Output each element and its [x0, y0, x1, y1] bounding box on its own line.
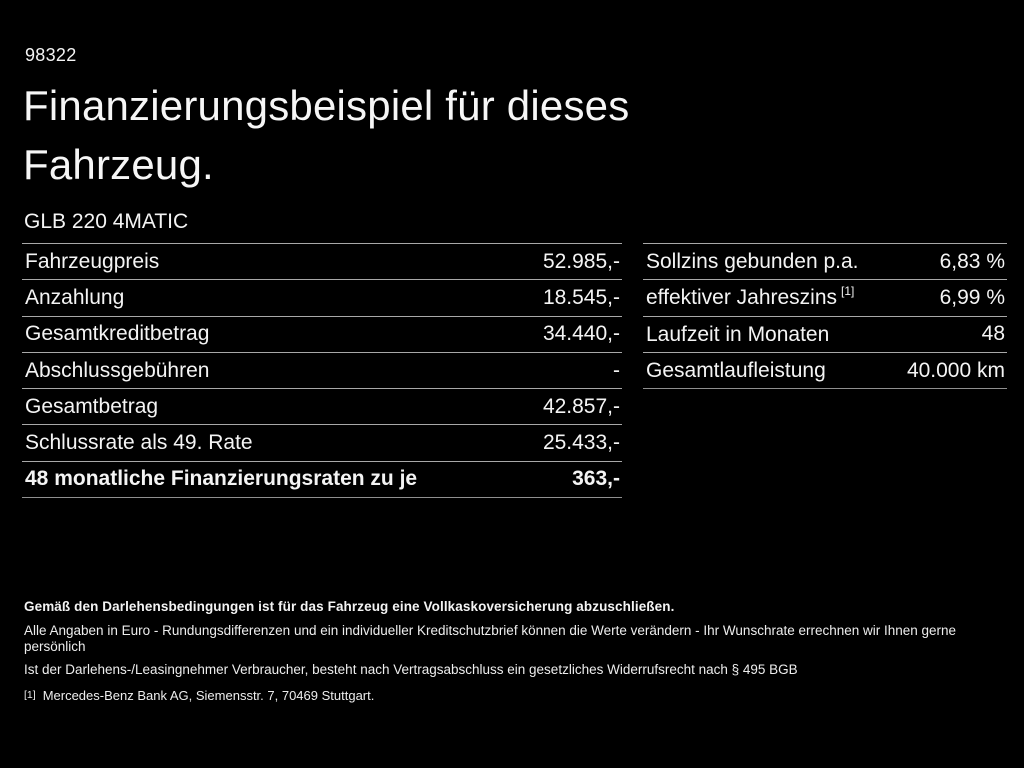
row-label-text: effektiver Jahreszins: [646, 286, 838, 310]
disclaimer-line-1: Alle Angaben in Euro - Rundungsdifferenz…: [24, 623, 957, 654]
row-label: effektiver Jahreszins [1]: [643, 284, 855, 310]
row-value: 18.545,-: [542, 285, 620, 309]
row-label-text: Sollzins gebunden p.a.: [646, 250, 859, 274]
legal-footer: Gemäß den Darlehensbedingungen ist für d…: [24, 599, 1008, 703]
row-label: Gesamtbetrag: [25, 394, 159, 418]
row-label: Gesamtlaufleistung: [643, 358, 830, 383]
vehicle-model: GLB 220 4MATIC: [24, 210, 189, 233]
condition-row-jahreszins: effektiver Jahreszins [1] 6,99 %: [643, 279, 1007, 315]
page-title: Finanzierungsbeispiel für dieses Fahrzeu…: [23, 76, 629, 194]
row-label: Gesamtkreditbetrag: [25, 322, 210, 346]
row-value: 6,99 %: [939, 285, 1005, 309]
page-title-line2: Fahrzeug.: [23, 141, 214, 188]
condition-row-laufleistung: Gesamtlaufleistung 40.000 km: [643, 351, 1007, 388]
row-label: Fahrzeugpreis: [25, 249, 160, 273]
condition-row-sollzins: Sollzins gebunden p.a. 6,83 %: [643, 243, 1007, 279]
financing-table: Fahrzeugpreis 52.985,- Anzahlung 18.545,…: [22, 243, 622, 499]
condition-row-laufzeit: Laufzeit in Monaten 48: [643, 315, 1007, 352]
financing-row-gesamtkreditbetrag: Gesamtkreditbetrag 34.440,-: [22, 315, 622, 352]
financing-row-fahrzeugpreis: Fahrzeugpreis 52.985,-: [22, 243, 622, 279]
row-value: 6,83 %: [939, 249, 1005, 273]
footnote-text: Mercedes-Benz Bank AG, Siemensstr. 7, 70…: [42, 688, 375, 703]
vehicle-id-number: 98322: [25, 45, 77, 65]
row-label: 48 monatliche Finanzierungsraten zu je: [25, 467, 418, 491]
financing-row-abschlussgebuehren: Abschlussgebühren -: [22, 351, 622, 388]
row-value: 48: [981, 322, 1005, 346]
row-value: -: [613, 358, 620, 382]
page-title-line1: Finanzierungsbeispiel für dieses: [23, 82, 630, 129]
financing-row-monatsrate: 48 monatliche Finanzierungsraten zu je 3…: [22, 460, 622, 497]
disclaimer-line-2: Ist der Darlehens-/Leasingnehmer Verbrau…: [24, 662, 798, 677]
row-label-text: Gesamtlaufleistung: [646, 359, 826, 383]
row-value: 40.000 km: [906, 358, 1005, 382]
row-value: 25.433,-: [542, 431, 620, 455]
financing-row-schlussrate: Schlussrate als 49. Rate 25.433,-: [22, 424, 622, 460]
row-label: Sollzins gebunden p.a.: [643, 249, 863, 274]
row-label: Abschlussgebühren: [25, 358, 210, 382]
footnote-ref: [1]: [841, 284, 855, 299]
row-label: Schlussrate als 49. Rate: [25, 431, 253, 455]
footnote-bank-address: [1] Mercedes-Benz Bank AG, Siemensstr. 7,…: [24, 688, 1008, 703]
conditions-table: Sollzins gebunden p.a. 6,83 % effektiver…: [643, 243, 1007, 390]
row-value: 42.857,-: [542, 394, 620, 418]
row-value: 34.440,-: [542, 322, 620, 346]
row-label: Anzahlung: [25, 285, 125, 309]
financing-row-gesamtbetrag: Gesamtbetrag 42.857,-: [22, 388, 622, 424]
footnote-marker: [1]: [24, 689, 36, 701]
insurance-requirement-note: Gemäß den Darlehensbedingungen ist für d…: [24, 599, 675, 614]
row-value: 363,-: [572, 467, 620, 491]
financing-row-anzahlung: Anzahlung 18.545,-: [22, 279, 622, 315]
row-value: 52.985,-: [542, 249, 620, 273]
row-label-text: Laufzeit in Monaten: [646, 322, 830, 346]
row-label: Laufzeit in Monaten: [643, 322, 833, 347]
